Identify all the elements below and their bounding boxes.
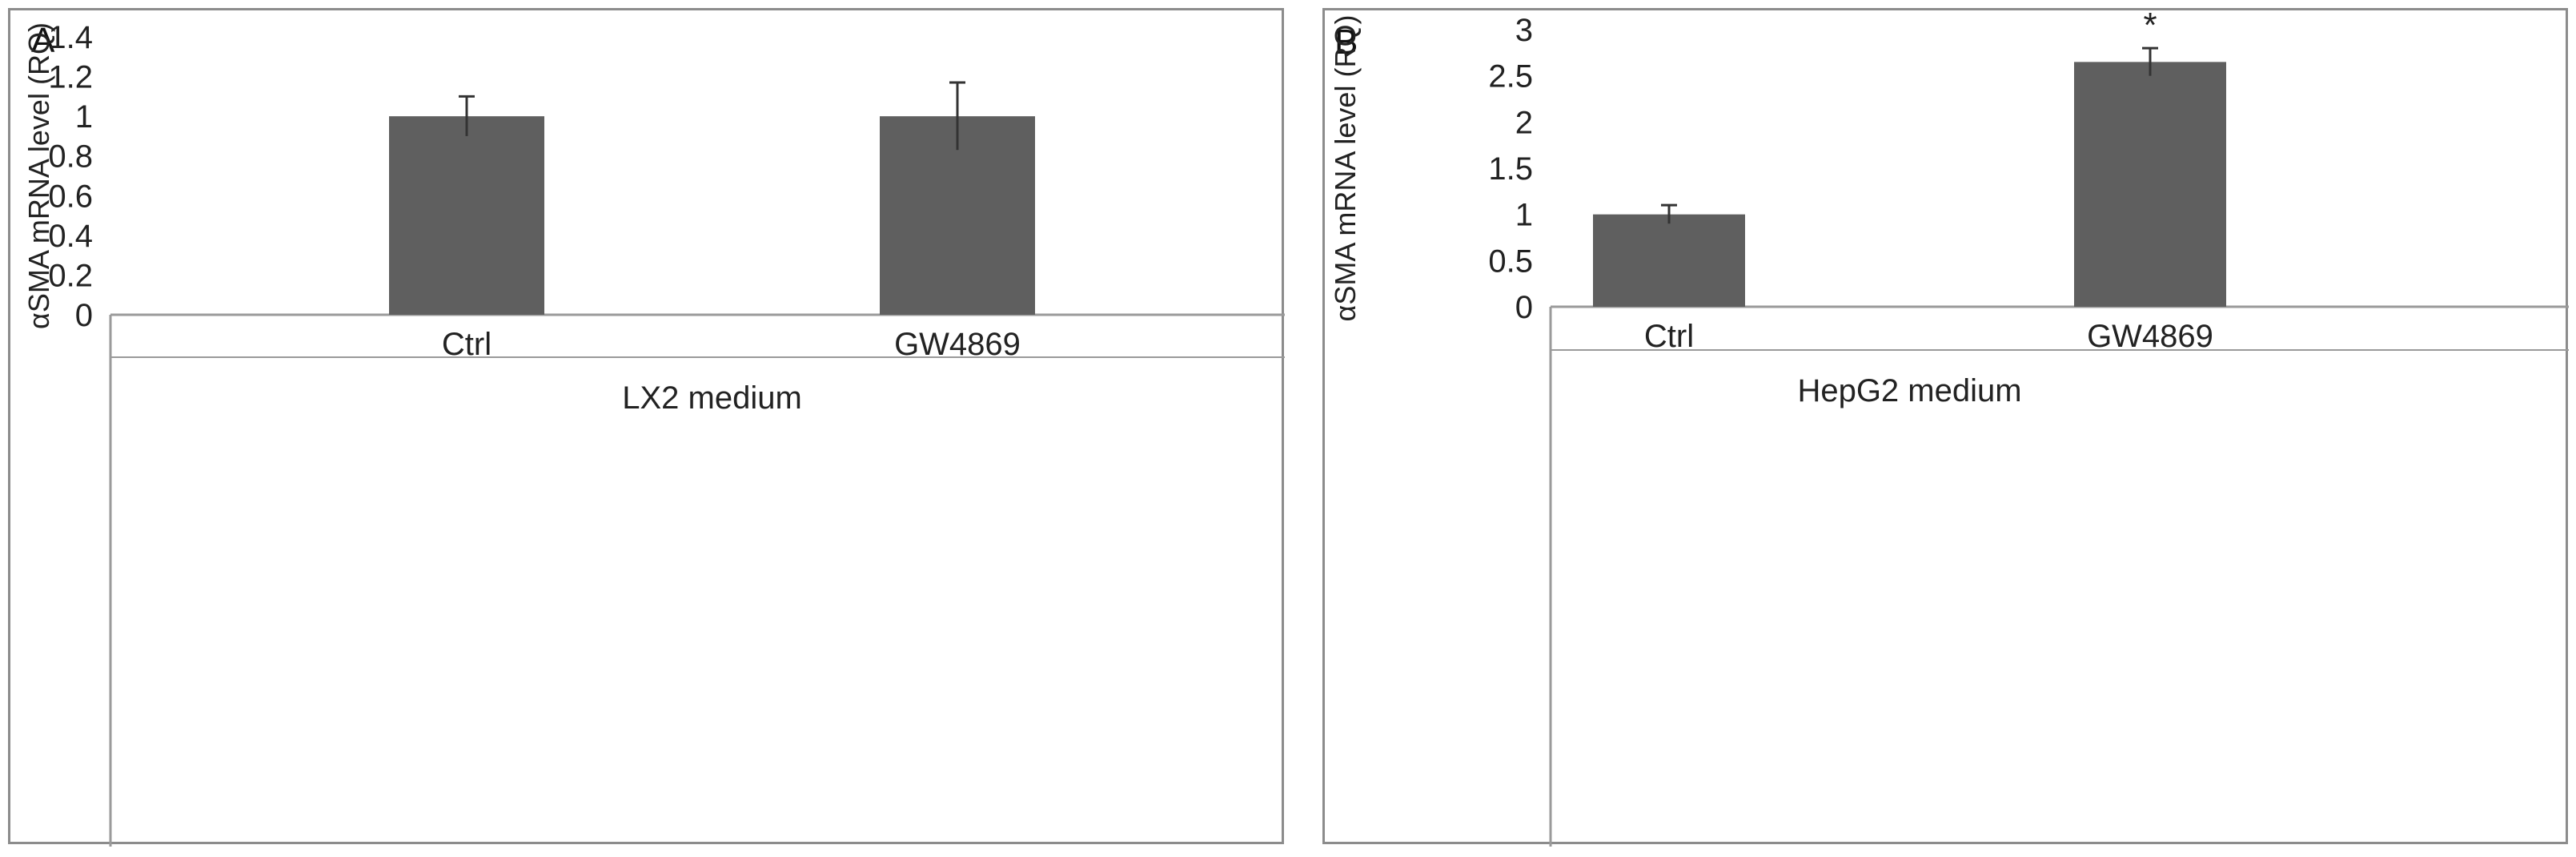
x-category-label: GW4869 [2087,319,2213,354]
y-tick-label: 0.8 [48,139,93,175]
x-category-label: Ctrl [1644,319,1694,354]
y-tick-label: 2.5 [1488,59,1533,95]
panel-letter: A [31,21,55,60]
y-tick-label: 1 [75,99,93,135]
y-tick-label: 3 [1515,13,1533,48]
y-tick-label: 0.4 [48,219,93,254]
y-axis-title: αSMA mRNA level (RQ) [22,22,55,329]
bar-ctrl [1593,214,1745,307]
y-tick-label: 0.2 [48,258,93,293]
y-tick-label: 0.6 [48,179,93,214]
y-tick-label: 2 [1515,105,1533,140]
bar-gw4869 [2074,62,2226,307]
y-tick-label: 1.2 [48,60,93,95]
y-tick-label: 0 [75,298,93,333]
y-tick-label: 0 [1515,290,1533,325]
x-category-label: Ctrl [442,327,492,362]
significance-marker: * [2143,6,2157,45]
group-label: LX2 medium [622,380,802,416]
y-tick-label: 1 [1515,198,1533,233]
bar-ctrl [389,116,544,315]
group-label: HepG2 medium [1797,373,2021,408]
y-tick-label: 1.5 [1488,151,1533,187]
x-category-label: GW4869 [894,327,1021,362]
y-tick-label: 1.4 [48,20,93,55]
panel-letter: B [1334,22,1358,62]
y-tick-label: 0.5 [1488,243,1533,279]
y-axis-title: αSMA mRNA level (RQ) [1329,15,1362,322]
